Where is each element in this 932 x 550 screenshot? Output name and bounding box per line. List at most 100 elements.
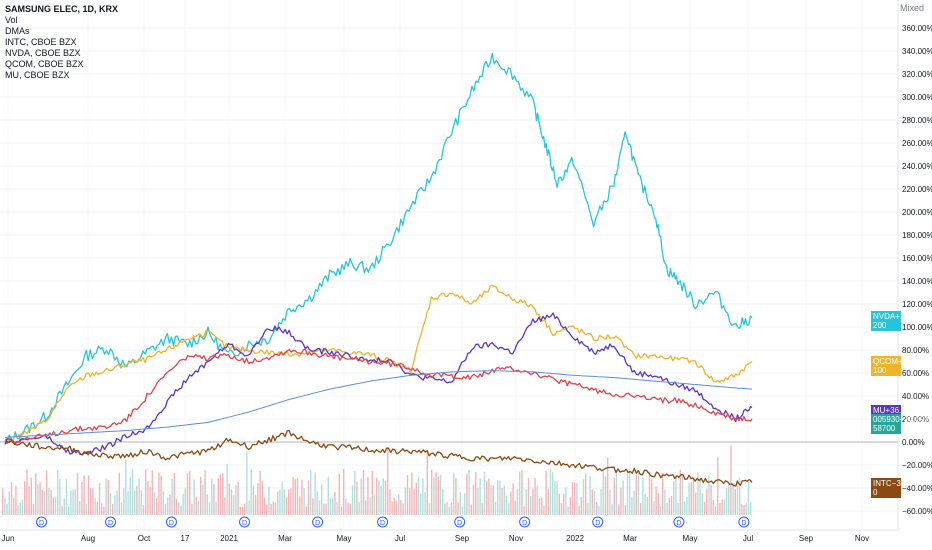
y-tick-label: −20.00% (902, 461, 932, 470)
volume-bar (666, 502, 668, 515)
volume-bar (541, 497, 543, 515)
volume-bar (510, 491, 512, 515)
series-line-005930 (4, 348, 753, 444)
volume-bar (437, 476, 439, 515)
volume-bar (717, 457, 719, 515)
volume-bar (417, 477, 420, 515)
volume-bar (450, 502, 453, 515)
compare-mu[interactable]: MU, CBOE BZX (5, 70, 70, 80)
volume-bar (446, 501, 448, 515)
volume-bar (123, 488, 125, 515)
volume-bar (475, 472, 477, 515)
volume-bar (263, 497, 266, 515)
volume-bar (142, 505, 145, 515)
compare-nvda[interactable]: NVDA, CBOE BZX (5, 48, 81, 58)
volume-bar (644, 493, 646, 515)
symbol-title[interactable]: SAMSUNG ELEC, 1D, KRX (5, 4, 119, 14)
volume-bar (109, 493, 112, 515)
volume-bar (43, 491, 46, 515)
volume-bar (565, 487, 567, 515)
volume-bar (224, 497, 226, 515)
volume-bar (19, 502, 21, 515)
volume-bar (369, 497, 371, 515)
volume-bar (688, 483, 690, 515)
volume-bar (481, 503, 483, 515)
y-tick-label: 40.00% (902, 392, 929, 401)
dividend-marker-label: D (595, 520, 600, 527)
series-line-mu (4, 312, 753, 456)
compare-qcom[interactable]: QCOM, CBOE BZX (5, 59, 84, 69)
volume-bar (365, 500, 367, 515)
volume-bar (329, 497, 332, 515)
badge-price: 100 (873, 366, 887, 375)
dividend-marker (592, 516, 604, 528)
volume-bar (127, 491, 129, 515)
volume-bar (400, 500, 402, 515)
badge-intc: INTC −35.54% 0 (871, 478, 923, 498)
volume-bar (24, 481, 26, 515)
badge-pct: +36.21% (885, 406, 901, 414)
volume-bar (312, 498, 314, 515)
volume-bar (563, 493, 565, 515)
volume-bar (2, 488, 4, 515)
volume-bar (37, 484, 39, 515)
badge-mu: MU+36.21% (871, 405, 901, 414)
compare-intc[interactable]: INTC, CBOE BZX (5, 37, 77, 47)
y-tick-label: 0.00% (902, 438, 925, 447)
volume-bar (213, 483, 215, 515)
volume-bar (589, 475, 591, 515)
volume-bar (730, 445, 732, 515)
indicator-dmas[interactable]: DMAs (5, 26, 30, 36)
volume-bar (248, 500, 250, 515)
volume-bar (250, 469, 252, 515)
x-axis-ticks[interactable]: Jun Aug Oct 17 2021 Mar May Jul Sep Nov 2022 Mar May… (2, 534, 870, 543)
indicator-vol[interactable]: Vol (5, 15, 18, 25)
volume-bar (222, 473, 224, 515)
volume-bar (490, 484, 492, 515)
volume-bar (228, 483, 230, 515)
volume-bar (413, 488, 415, 515)
volume-bar (578, 505, 580, 515)
volume-bar (622, 480, 624, 515)
volume-bar (571, 482, 574, 515)
volume-bar (360, 478, 362, 515)
scale-mode-label[interactable]: Mixed (900, 3, 925, 13)
volume-bar (294, 479, 296, 515)
volume-bar (371, 470, 373, 515)
volume-bar (17, 505, 19, 515)
volume-bar (420, 493, 422, 515)
volume-bar (426, 450, 428, 515)
y-axis-ticks[interactable]: 360.00% 340.00% 320.00% 300.00% 280.00% 260.0… (902, 24, 932, 516)
volume-bar (512, 483, 514, 515)
x-tick-label: May (336, 534, 351, 543)
volume-bar (327, 476, 329, 515)
badge-nvda: NVDA +108.06% 200 (871, 311, 932, 331)
volume-bar (433, 477, 435, 515)
volume-bar (695, 492, 697, 515)
dividend-marker (738, 516, 750, 528)
volume-bar (193, 479, 195, 515)
volume-bar (675, 476, 677, 515)
badge-symbol: NVDA (873, 312, 896, 321)
volume-bar (270, 503, 272, 515)
volume-bar (508, 503, 510, 515)
y-tick-label: 260.00% (902, 139, 932, 148)
volume-bar (241, 506, 244, 515)
volume-bar (527, 478, 530, 515)
y-tick-label: 300.00% (902, 93, 932, 102)
volume-bar (189, 471, 191, 515)
volume-bar (472, 484, 475, 515)
volume-bar (521, 469, 523, 515)
volume-bar (618, 504, 620, 515)
volume-bar (545, 470, 547, 515)
volume-bar (351, 485, 354, 515)
volume-bar (107, 479, 109, 515)
volume-bar (679, 469, 681, 515)
volume-bar (580, 497, 582, 515)
volume-bar (149, 486, 151, 515)
volume-bar (444, 503, 446, 515)
volume-bar (281, 481, 283, 515)
volume-bar (131, 469, 134, 515)
